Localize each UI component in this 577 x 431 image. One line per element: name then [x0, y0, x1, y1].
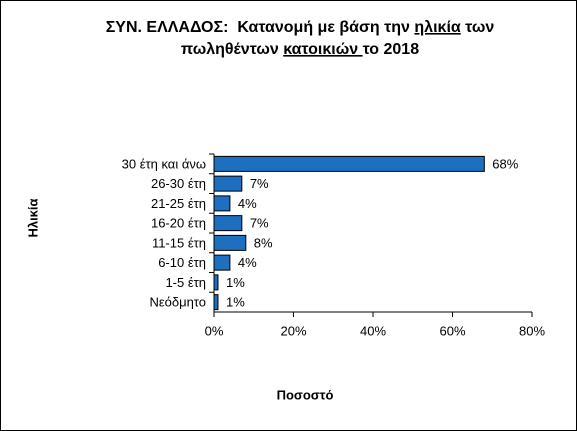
chart-title: ΣΥΝ. ΕΛΛΑΔΟΣ: Κατανομή με βάση την ηλικί…: [106, 19, 495, 36]
bar: [213, 195, 231, 212]
title-segment: ηλικία: [414, 19, 460, 36]
bar: [213, 215, 243, 232]
bar: [213, 175, 243, 192]
x-tick-label: 80%: [519, 323, 545, 338]
x-tick-label: 0%: [205, 323, 224, 338]
value-label: 4%: [238, 255, 257, 270]
y-tick-label: 21-25 έτη: [151, 196, 206, 211]
y-tick-label: 11-15 έτη: [152, 235, 206, 250]
y-axis-title: Ηλικία: [25, 198, 40, 237]
bar: [213, 254, 231, 271]
y-tick-label: 6-10 έτη: [158, 255, 206, 270]
y-tick-label: 26-30 έτη: [151, 176, 206, 191]
y-tick-label: 30 έτη και άνω: [122, 156, 206, 171]
x-axis-title: Ποσοστό: [277, 387, 334, 402]
value-label: 1%: [226, 295, 245, 310]
y-tick-label: Νεόδμητο: [149, 295, 206, 310]
title-segment: κατοικιών: [283, 41, 362, 58]
value-label: 4%: [238, 196, 257, 211]
title-segment: το 2018: [363, 41, 420, 58]
bar: [213, 294, 219, 311]
title-segment: πωληθέντων: [181, 41, 283, 58]
bar: [213, 274, 219, 291]
title-segment: ΣΥΝ. ΕΛΛΑΔΟΣ: Κατανομή με βάση την: [106, 19, 415, 36]
chart-title: πωληθέντων κατοικιών το 2018: [181, 41, 419, 58]
value-label: 68%: [492, 156, 518, 171]
value-label: 8%: [254, 235, 273, 250]
y-tick-label: 16-20 έτη: [151, 216, 206, 231]
x-tick-label: 40%: [360, 323, 386, 338]
x-tick-label: 20%: [280, 323, 306, 338]
value-label: 7%: [250, 216, 269, 231]
value-label: 7%: [250, 176, 269, 191]
x-tick-label: 60%: [439, 323, 465, 338]
bar: [213, 155, 485, 172]
y-tick-label: 1-5 έτη: [165, 275, 206, 290]
value-label: 1%: [226, 275, 245, 290]
title-segment: των: [461, 19, 495, 36]
bar: [213, 234, 247, 251]
